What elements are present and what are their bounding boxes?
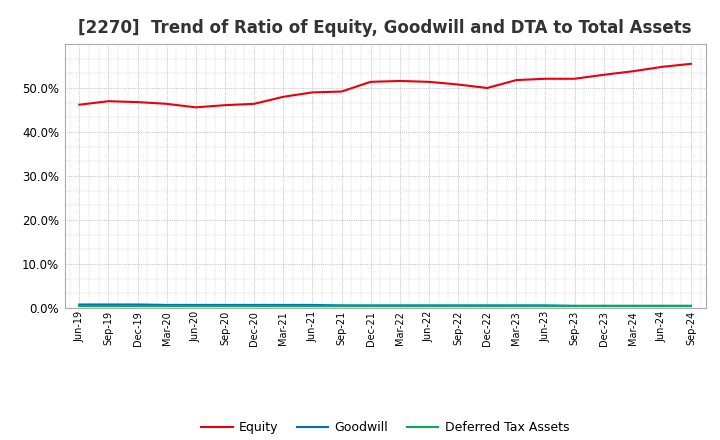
- Equity: [395, 78, 404, 84]
- Equity: [337, 89, 346, 94]
- Deferred Tax Assets: [163, 303, 171, 308]
- Line: Goodwill: Goodwill: [79, 304, 691, 306]
- Equity: [192, 105, 200, 110]
- Equity: [133, 99, 142, 105]
- Deferred Tax Assets: [512, 303, 521, 308]
- Equity: [483, 85, 492, 91]
- Line: Equity: Equity: [79, 64, 691, 107]
- Goodwill: [657, 303, 666, 308]
- Goodwill: [483, 303, 492, 308]
- Equity: [687, 61, 696, 66]
- Equity: [657, 64, 666, 70]
- Goodwill: [512, 303, 521, 308]
- Equity: [570, 76, 579, 81]
- Goodwill: [104, 302, 113, 307]
- Equity: [104, 99, 113, 104]
- Deferred Tax Assets: [687, 303, 696, 308]
- Equity: [75, 102, 84, 107]
- Deferred Tax Assets: [75, 303, 84, 308]
- Equity: [629, 69, 637, 74]
- Deferred Tax Assets: [366, 303, 375, 308]
- Legend: Equity, Goodwill, Deferred Tax Assets: Equity, Goodwill, Deferred Tax Assets: [197, 416, 574, 439]
- Deferred Tax Assets: [454, 303, 462, 308]
- Equity: [425, 79, 433, 84]
- Goodwill: [454, 303, 462, 308]
- Equity: [279, 94, 287, 99]
- Goodwill: [541, 303, 550, 308]
- Goodwill: [220, 302, 229, 308]
- Deferred Tax Assets: [279, 303, 287, 308]
- Title: [2270]  Trend of Ratio of Equity, Goodwill and DTA to Total Assets: [2270] Trend of Ratio of Equity, Goodwil…: [78, 19, 692, 37]
- Goodwill: [163, 302, 171, 308]
- Equity: [541, 76, 550, 81]
- Equity: [308, 90, 317, 95]
- Equity: [163, 101, 171, 106]
- Goodwill: [629, 303, 637, 308]
- Equity: [454, 82, 462, 87]
- Deferred Tax Assets: [599, 303, 608, 308]
- Goodwill: [337, 303, 346, 308]
- Goodwill: [687, 303, 696, 308]
- Goodwill: [366, 303, 375, 308]
- Goodwill: [133, 302, 142, 307]
- Deferred Tax Assets: [541, 303, 550, 308]
- Deferred Tax Assets: [104, 303, 113, 308]
- Goodwill: [570, 303, 579, 308]
- Deferred Tax Assets: [570, 303, 579, 308]
- Goodwill: [250, 302, 258, 308]
- Equity: [366, 79, 375, 84]
- Deferred Tax Assets: [629, 303, 637, 308]
- Deferred Tax Assets: [250, 303, 258, 308]
- Goodwill: [599, 303, 608, 308]
- Deferred Tax Assets: [220, 303, 229, 308]
- Deferred Tax Assets: [657, 303, 666, 308]
- Deferred Tax Assets: [133, 303, 142, 308]
- Deferred Tax Assets: [483, 303, 492, 308]
- Equity: [512, 77, 521, 83]
- Goodwill: [192, 302, 200, 308]
- Goodwill: [425, 303, 433, 308]
- Deferred Tax Assets: [425, 303, 433, 308]
- Equity: [250, 101, 258, 106]
- Deferred Tax Assets: [308, 303, 317, 308]
- Deferred Tax Assets: [337, 303, 346, 308]
- Deferred Tax Assets: [395, 303, 404, 308]
- Equity: [599, 72, 608, 77]
- Goodwill: [75, 302, 84, 307]
- Equity: [220, 103, 229, 108]
- Goodwill: [308, 302, 317, 308]
- Deferred Tax Assets: [192, 303, 200, 308]
- Goodwill: [395, 303, 404, 308]
- Goodwill: [279, 302, 287, 308]
